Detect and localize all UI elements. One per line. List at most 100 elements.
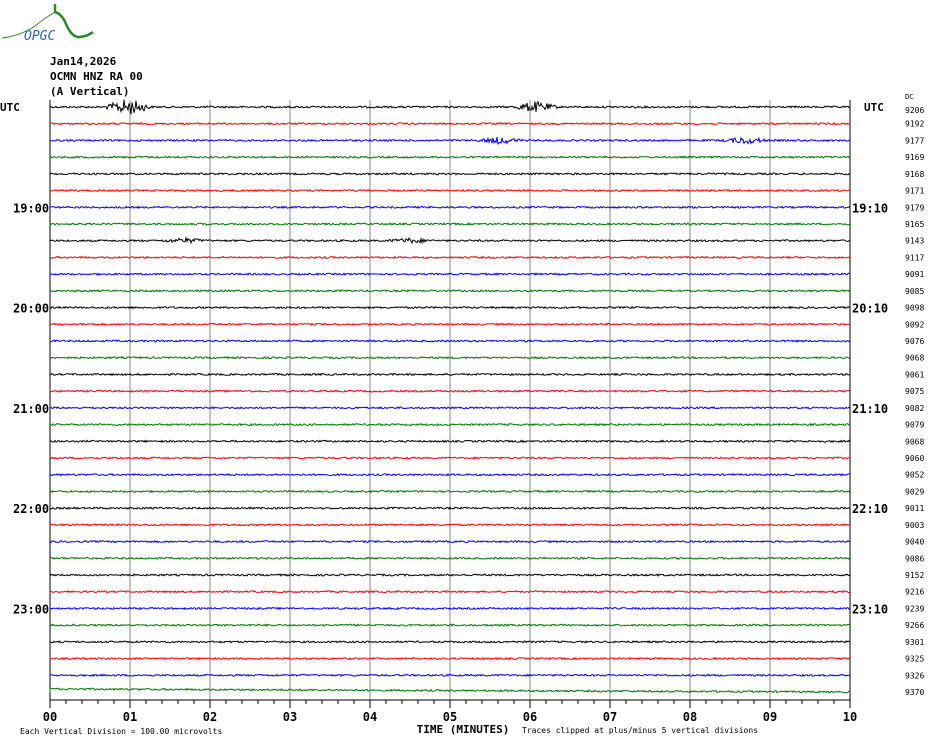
logo-text: OPGC — [24, 29, 55, 44]
dc-offset-label: 9061 — [905, 370, 924, 379]
seismic-trace — [49, 188, 851, 193]
dc-offset-label: 9152 — [905, 571, 924, 580]
dc-offset-label: 9325 — [905, 655, 924, 664]
x-tick-label: 05 — [443, 710, 457, 724]
dc-offset-label: 9011 — [905, 504, 924, 513]
seismic-trace — [49, 623, 851, 627]
seismic-trace — [49, 305, 851, 310]
seismic-trace — [49, 422, 851, 427]
seismic-trace — [49, 406, 851, 410]
dc-offset-label: 9092 — [905, 320, 924, 329]
dc-offset-label: 9076 — [905, 337, 924, 346]
x-tick-label: 04 — [363, 710, 377, 724]
x-tick-label: 01 — [123, 710, 137, 724]
seismic-trace — [49, 589, 851, 594]
seismic-trace — [49, 556, 851, 561]
x-axis-label: TIME (MINUTES) — [417, 723, 510, 736]
seismic-trace — [49, 673, 851, 678]
seismic-trace — [49, 272, 851, 276]
left-hour-label: 20:00 — [13, 302, 49, 316]
left-utc-label: UTC — [0, 101, 20, 114]
left-hour-label: 23:00 — [13, 602, 49, 616]
dc-offset-label: 9326 — [905, 671, 924, 680]
dc-offset-label: 9171 — [905, 187, 924, 196]
dc-offset-label: 9179 — [905, 203, 924, 212]
dc-offset-label: 9266 — [905, 621, 924, 630]
x-tick-label: 09 — [763, 710, 777, 724]
seismic-trace — [49, 222, 851, 226]
seismic-trace — [49, 489, 851, 494]
x-tick-label: 10 — [843, 710, 857, 724]
seismic-trace — [49, 205, 851, 210]
dc-offset-label: 9216 — [905, 588, 924, 597]
x-tick-label: 00 — [43, 710, 57, 724]
dc-offset-label: 9068 — [905, 354, 924, 363]
seismic-trace — [49, 539, 851, 544]
dc-offset-label: 9165 — [905, 220, 924, 229]
dc-offset-label: 9117 — [905, 253, 924, 262]
dc-offset-label: 9098 — [905, 304, 924, 313]
footer-right: Traces clipped at plus/minus 5 vertical … — [522, 726, 758, 735]
dc-offset-label: 9192 — [905, 120, 924, 129]
dc-offset-label: 9075 — [905, 387, 924, 396]
footer-left: Each Vertical Division = 100.00 microvol… — [20, 727, 222, 736]
right-hour-label: 19:10 — [852, 201, 888, 215]
seismic-trace — [49, 656, 851, 661]
seismic-trace — [49, 372, 851, 377]
right-hour-label: 20:10 — [852, 302, 888, 316]
right-utc-label: UTC — [864, 101, 884, 114]
right-hour-label: 22:10 — [852, 502, 888, 516]
seismic-trace — [49, 640, 851, 644]
seismic-trace — [49, 255, 851, 260]
dc-offset-label: 9079 — [905, 421, 924, 430]
dc-offset-label: 9060 — [905, 454, 924, 463]
dc-offset-label: 9082 — [905, 404, 924, 413]
seismic-trace — [49, 155, 851, 159]
seismic-trace — [49, 99, 851, 115]
left-hour-label: 19:00 — [13, 201, 49, 215]
dc-offset-label: 9143 — [905, 237, 924, 246]
dc-offset-label: 9169 — [905, 153, 924, 162]
seismic-trace — [49, 606, 851, 611]
dc-offset-label: 9029 — [905, 487, 924, 496]
dc-offset-label: 9085 — [905, 287, 924, 296]
seismic-trace — [49, 472, 850, 477]
dc-offset-label: 9003 — [905, 521, 924, 530]
seismic-trace — [49, 339, 851, 343]
dc-offset-label: 9177 — [905, 136, 924, 145]
seismic-trace — [49, 506, 851, 510]
seismic-trace — [49, 136, 851, 146]
seismic-trace — [49, 439, 851, 444]
seismic-trace — [49, 289, 851, 293]
seismic-trace — [49, 573, 851, 578]
dc-header: DC — [905, 93, 913, 101]
opgc-logo: OPGC — [1, 4, 94, 44]
date-label: Jan14,2026 — [50, 55, 117, 68]
seismic-trace — [49, 172, 851, 176]
dc-offset-label: 9239 — [905, 604, 924, 613]
x-tick-label: 07 — [603, 710, 617, 724]
component-label: (A Vertical) — [50, 85, 130, 98]
dc-offset-label: 9091 — [905, 270, 924, 279]
dc-offset-label: 9086 — [905, 554, 924, 563]
dc-offset-label: 9301 — [905, 638, 924, 647]
dc-offset-label: 9068 — [905, 437, 924, 446]
seismic-trace — [49, 121, 851, 126]
seismic-trace — [49, 322, 851, 327]
left-hour-label: 22:00 — [13, 502, 49, 516]
seismic-trace — [49, 687, 850, 694]
dc-offset-label: 9206 — [905, 106, 924, 115]
dc-offset-label: 9040 — [905, 538, 924, 547]
right-hour-label: 21:10 — [852, 402, 888, 416]
dc-offset-label: 9370 — [905, 688, 924, 697]
x-tick-label: 06 — [523, 710, 537, 724]
seismic-trace — [49, 236, 851, 245]
x-tick-label: 02 — [203, 710, 217, 724]
seismic-trace — [49, 523, 851, 527]
seismic-trace — [49, 389, 851, 393]
x-tick-label: 03 — [283, 710, 297, 724]
dc-offset-label: 9168 — [905, 170, 924, 179]
left-hour-label: 21:00 — [13, 402, 49, 416]
